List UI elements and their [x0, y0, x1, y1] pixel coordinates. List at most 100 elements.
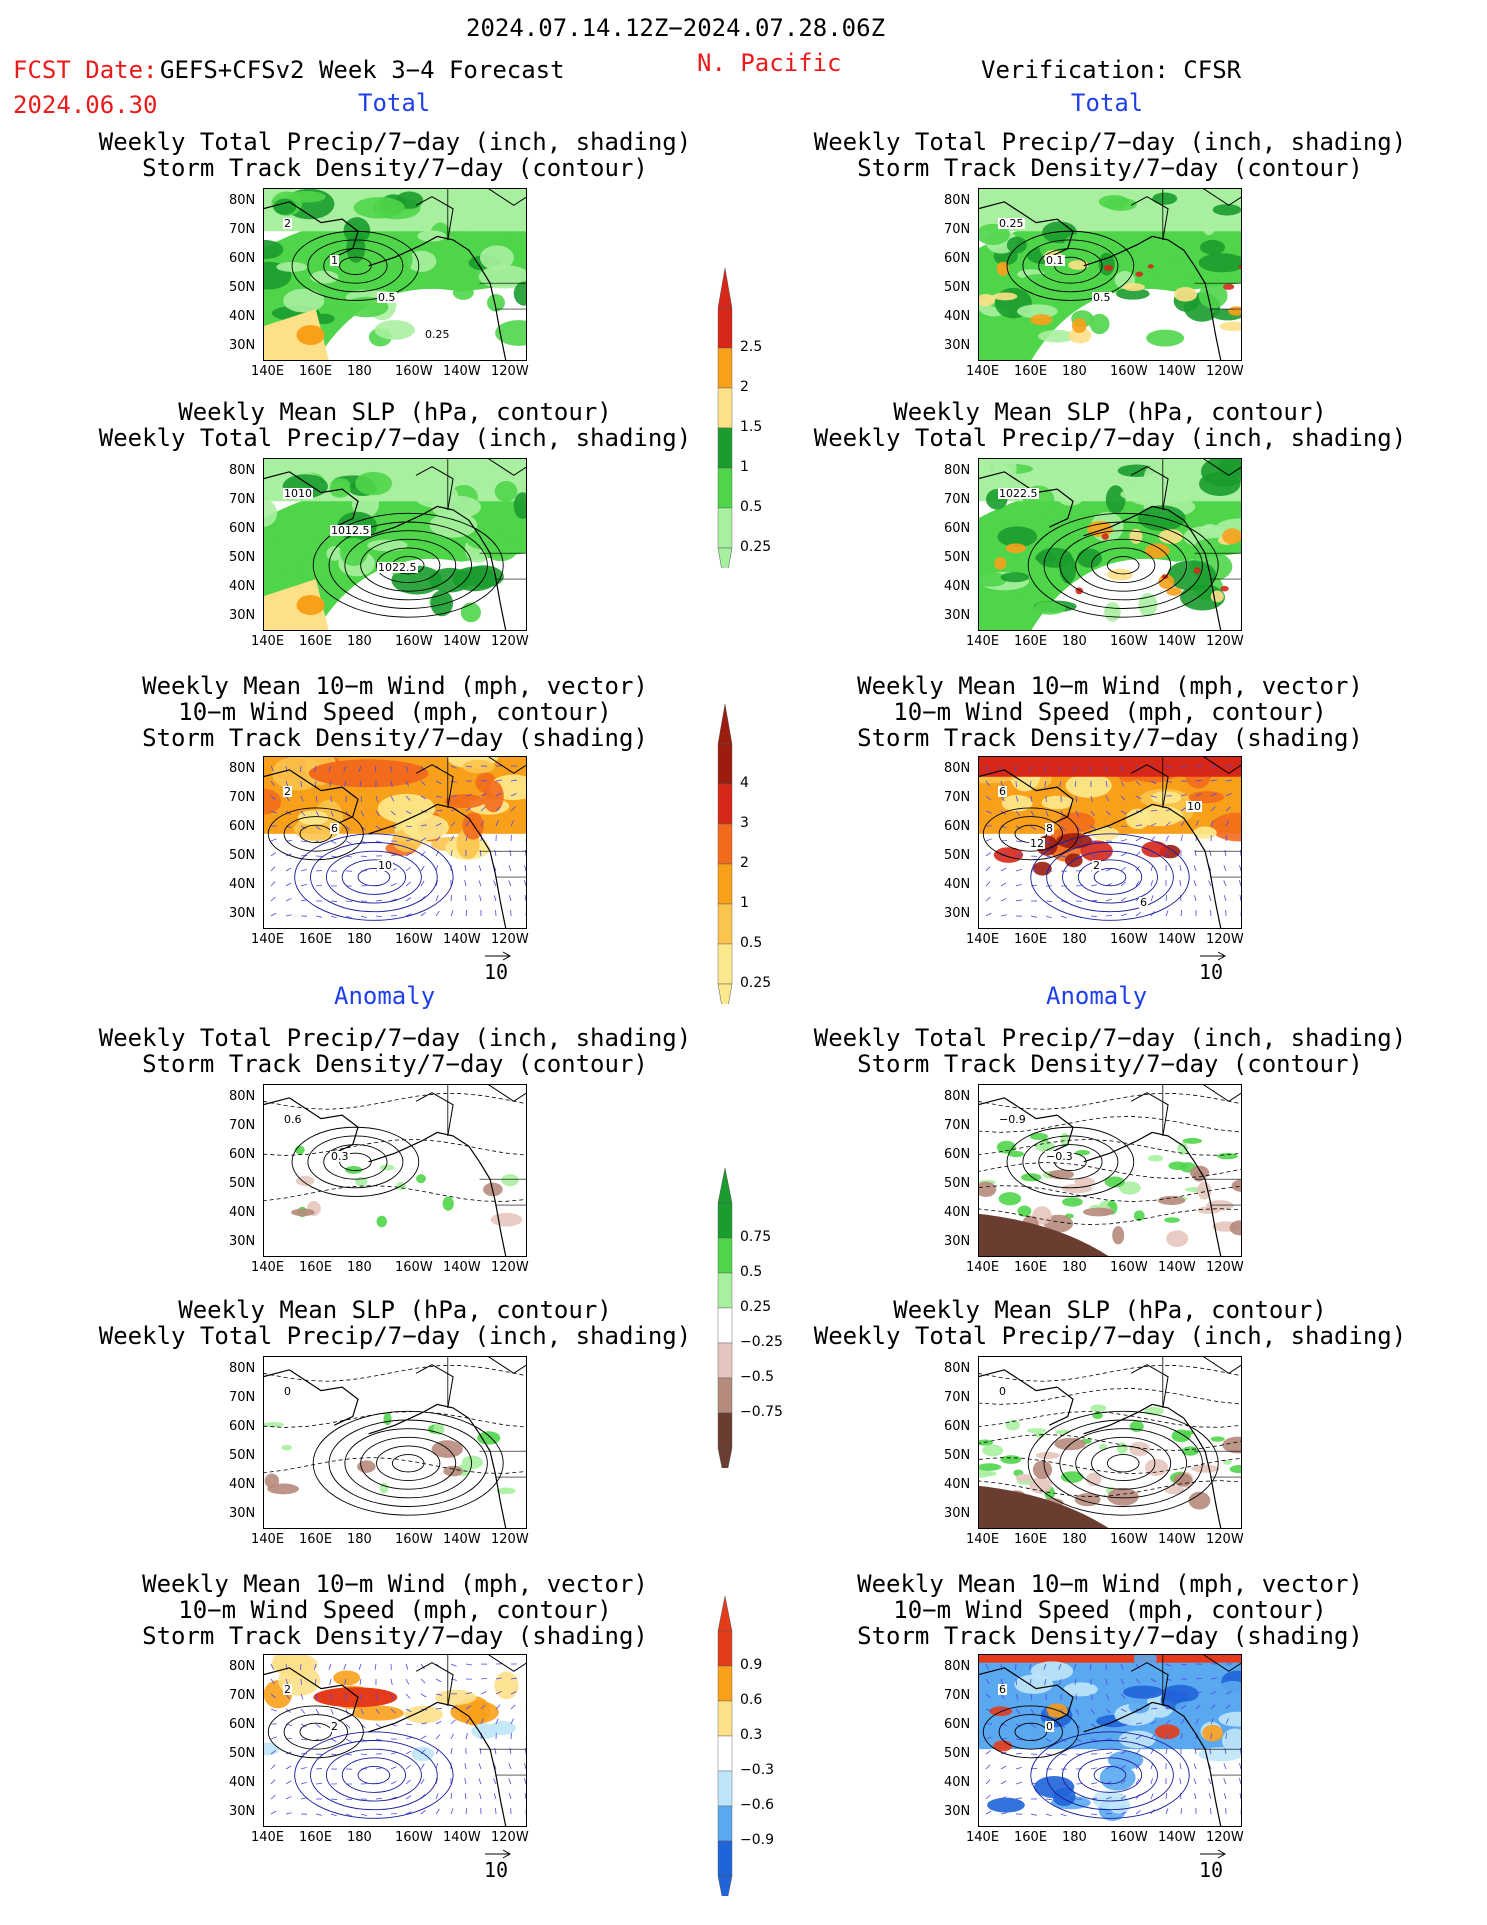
y-tick-1-0-2: 60N [229, 521, 256, 536]
x-tick-5-1-3: 160W [1110, 1830, 1148, 1845]
vector-ref-arrow-5-1 [1200, 1849, 1227, 1859]
x-tick-1-0-0: 140E [251, 634, 285, 649]
y-tick-4-1-2: 60N [944, 1419, 971, 1434]
contour-label-2-0-2: 10 [377, 859, 393, 872]
contour-label-1-0-0: 1010 [283, 487, 313, 500]
y-tick-3-1-2: 60N [944, 1147, 971, 1162]
colorbar-label-precip_anom-5: −0.75 [740, 1404, 783, 1420]
panel-title-5-1-1: 10−m Wind Speed (mph, contour) [893, 1596, 1327, 1624]
y-tick-3-1-1: 70N [944, 1118, 971, 1133]
colorbar-label-precip_total-0: 2.5 [740, 339, 763, 355]
y-tick-0-0-2: 60N [229, 251, 256, 266]
x-tick-4-1-0: 140E [966, 1532, 1000, 1547]
y-tick-3-1-4: 40N [944, 1205, 971, 1220]
vector-ref-arrow-5-0 [485, 1849, 512, 1859]
y-tick-0-1-3: 50N [944, 280, 971, 295]
colorbar-label-precip_anom-2: 0.25 [740, 1299, 772, 1315]
vector-ref-5-0: 10 [484, 1858, 509, 1882]
x-tick-1-0-5: 120W [491, 634, 529, 649]
y-tick-2-0-4: 40N [229, 877, 256, 892]
y-tick-4-0-0: 80N [229, 1361, 256, 1376]
map-panel-1-forecast [263, 458, 527, 631]
x-tick-2-0-5: 120W [491, 932, 529, 947]
y-tick-4-1-1: 70N [944, 1390, 971, 1405]
panel-title-2-0-2: Storm Track Density/7−day (shading) [142, 724, 648, 752]
fcst-date-label: FCST Date: [13, 56, 158, 84]
y-tick-3-0-2: 60N [229, 1147, 256, 1162]
x-tick-4-0-1: 160E [299, 1532, 333, 1547]
x-tick-0-0-5: 120W [491, 364, 529, 379]
x-tick-0-0-3: 160W [395, 364, 433, 379]
x-tick-2-0-0: 140E [251, 932, 285, 947]
contour-label-4-0-0: 0 [283, 1385, 292, 1398]
y-tick-2-1-5: 30N [944, 906, 971, 921]
colorbar-storm_total [717, 704, 733, 1004]
y-tick-5-0-1: 70N [229, 1688, 256, 1703]
y-tick-4-0-4: 40N [229, 1477, 256, 1492]
y-tick-5-0-0: 80N [229, 1659, 256, 1674]
x-tick-0-1-0: 140E [966, 364, 1000, 379]
contour-label-0-0-1: 1 [330, 254, 339, 267]
y-tick-4-1-0: 80N [944, 1361, 971, 1376]
x-tick-2-1-3: 160W [1110, 932, 1148, 947]
y-tick-4-1-4: 40N [944, 1477, 971, 1492]
x-tick-3-0-4: 140W [443, 1260, 481, 1275]
x-tick-1-1-1: 160E [1014, 634, 1048, 649]
fcst-model: GEFS+CFSv2 Week 3−4 Forecast [160, 56, 565, 84]
x-tick-4-0-3: 160W [395, 1532, 433, 1547]
y-tick-0-1-2: 60N [944, 251, 971, 266]
contour-label-0-0-2: 0.5 [377, 291, 397, 304]
x-tick-5-0-1: 160E [299, 1830, 333, 1845]
panel-title-2-0-1: 10−m Wind Speed (mph, contour) [178, 698, 612, 726]
contour-label-0-1-2: 0.5 [1092, 291, 1112, 304]
y-tick-1-0-1: 70N [229, 492, 256, 507]
panel-title-2-1-1: 10−m Wind Speed (mph, contour) [893, 698, 1327, 726]
x-tick-3-1-4: 140W [1158, 1260, 1196, 1275]
x-tick-5-1-1: 160E [1014, 1830, 1048, 1845]
y-tick-2-0-0: 80N [229, 761, 256, 776]
map-panel-0-forecast [263, 188, 527, 361]
x-tick-5-1-4: 140W [1158, 1830, 1196, 1845]
panel-title-5-1-2: Storm Track Density/7−day (shading) [857, 1622, 1363, 1650]
colorbar-label-storm_anom-4: −0.6 [740, 1797, 774, 1813]
section-total-right: Total [1071, 89, 1144, 117]
x-tick-3-1-1: 160E [1014, 1260, 1048, 1275]
y-tick-1-1-2: 60N [944, 521, 971, 536]
y-tick-2-0-5: 30N [229, 906, 256, 921]
contour-label-1-0-1: 1012.5 [330, 524, 371, 537]
colorbar-label-storm_total-4: 0.5 [740, 935, 763, 951]
y-tick-2-0-3: 50N [229, 848, 256, 863]
y-tick-3-1-0: 80N [944, 1089, 971, 1104]
y-tick-5-0-2: 60N [229, 1717, 256, 1732]
panel-title-1-0-1: Weekly Total Precip/7−day (inch, shading… [98, 424, 692, 452]
colorbar-label-precip_total-4: 0.5 [740, 499, 763, 515]
x-tick-0-1-3: 160W [1110, 364, 1148, 379]
colorbar-label-storm_total-5: 0.25 [740, 975, 772, 991]
y-tick-2-1-2: 60N [944, 819, 971, 834]
map-panel-3-forecast [263, 1084, 527, 1257]
y-tick-0-0-3: 50N [229, 280, 256, 295]
colorbar-label-storm_total-3: 1 [740, 895, 749, 911]
contour-label-2-1-5: 12 [1029, 837, 1045, 850]
y-tick-4-0-3: 50N [229, 1448, 256, 1463]
x-tick-5-1-0: 140E [966, 1830, 1000, 1845]
x-tick-5-0-2: 180 [347, 1830, 372, 1845]
contour-label-5-1-0: 6 [998, 1683, 1007, 1696]
contour-label-2-1-2: 2 [1092, 859, 1101, 872]
colorbar-label-precip_total-1: 2 [740, 379, 749, 395]
y-tick-3-1-3: 50N [944, 1176, 971, 1191]
panel-title-5-1-0: Weekly Mean 10−m Wind (mph, vector) [857, 1570, 1363, 1598]
colorbar-storm_anom [717, 1596, 733, 1896]
x-tick-4-1-4: 140W [1158, 1532, 1196, 1547]
panel-title-5-0-0: Weekly Mean 10−m Wind (mph, vector) [142, 1570, 648, 1598]
y-tick-5-1-4: 40N [944, 1775, 971, 1790]
panel-title-4-1-0: Weekly Mean SLP (hPa, contour) [893, 1296, 1327, 1324]
y-tick-4-1-3: 50N [944, 1448, 971, 1463]
x-tick-3-1-2: 180 [1062, 1260, 1087, 1275]
panel-title-2-1-2: Storm Track Density/7−day (shading) [857, 724, 1363, 752]
x-tick-2-1-2: 180 [1062, 932, 1087, 947]
x-tick-0-0-0: 140E [251, 364, 285, 379]
x-tick-0-1-2: 180 [1062, 364, 1087, 379]
contour-label-5-1-1: 0 [1045, 1720, 1054, 1733]
colorbar-label-storm_anom-2: 0.3 [740, 1727, 763, 1743]
